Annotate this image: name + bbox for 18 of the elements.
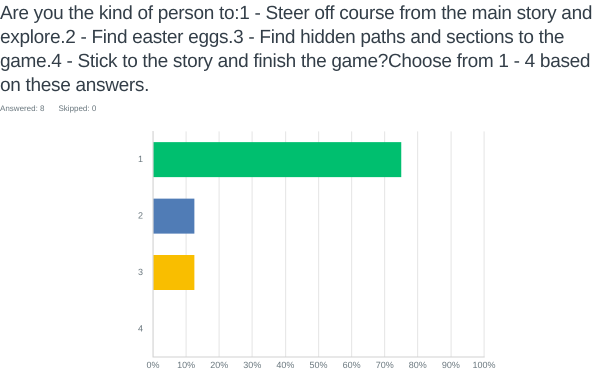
y-tick-label: 2 [138, 210, 144, 221]
x-tick-label: 10% [177, 360, 196, 370]
x-tick-label: 70% [376, 360, 394, 370]
chart-title: Are you the kind of person to:1 - Steer off course from the main story and explore.2 - Find easter eggs.3 - Find hidden paths and sections to the game.4 - Stick to the story and finish the game?Choose from 1 - 4 based on these answers. [0, 2, 594, 98]
x-tick-label: 30% [243, 360, 262, 370]
x-tick-label: 0% [146, 360, 160, 370]
x-tick-label: 80% [408, 360, 427, 370]
x-tick-label: 50% [309, 360, 328, 370]
y-tick-label: 3 [138, 267, 144, 278]
y-tick-label: 4 [138, 323, 144, 334]
x-tick-label: 20% [210, 360, 228, 370]
y-tick-label: 1 [138, 154, 144, 164]
x-tick-label: 60% [342, 360, 361, 370]
text: Answered: 8 [0, 104, 44, 113]
x-tick-label: 40% [276, 360, 294, 370]
text: Skipped: 0 [58, 104, 96, 113]
x-tick-label: 100% [472, 360, 496, 370]
x-tick-label: 90% [442, 360, 460, 370]
